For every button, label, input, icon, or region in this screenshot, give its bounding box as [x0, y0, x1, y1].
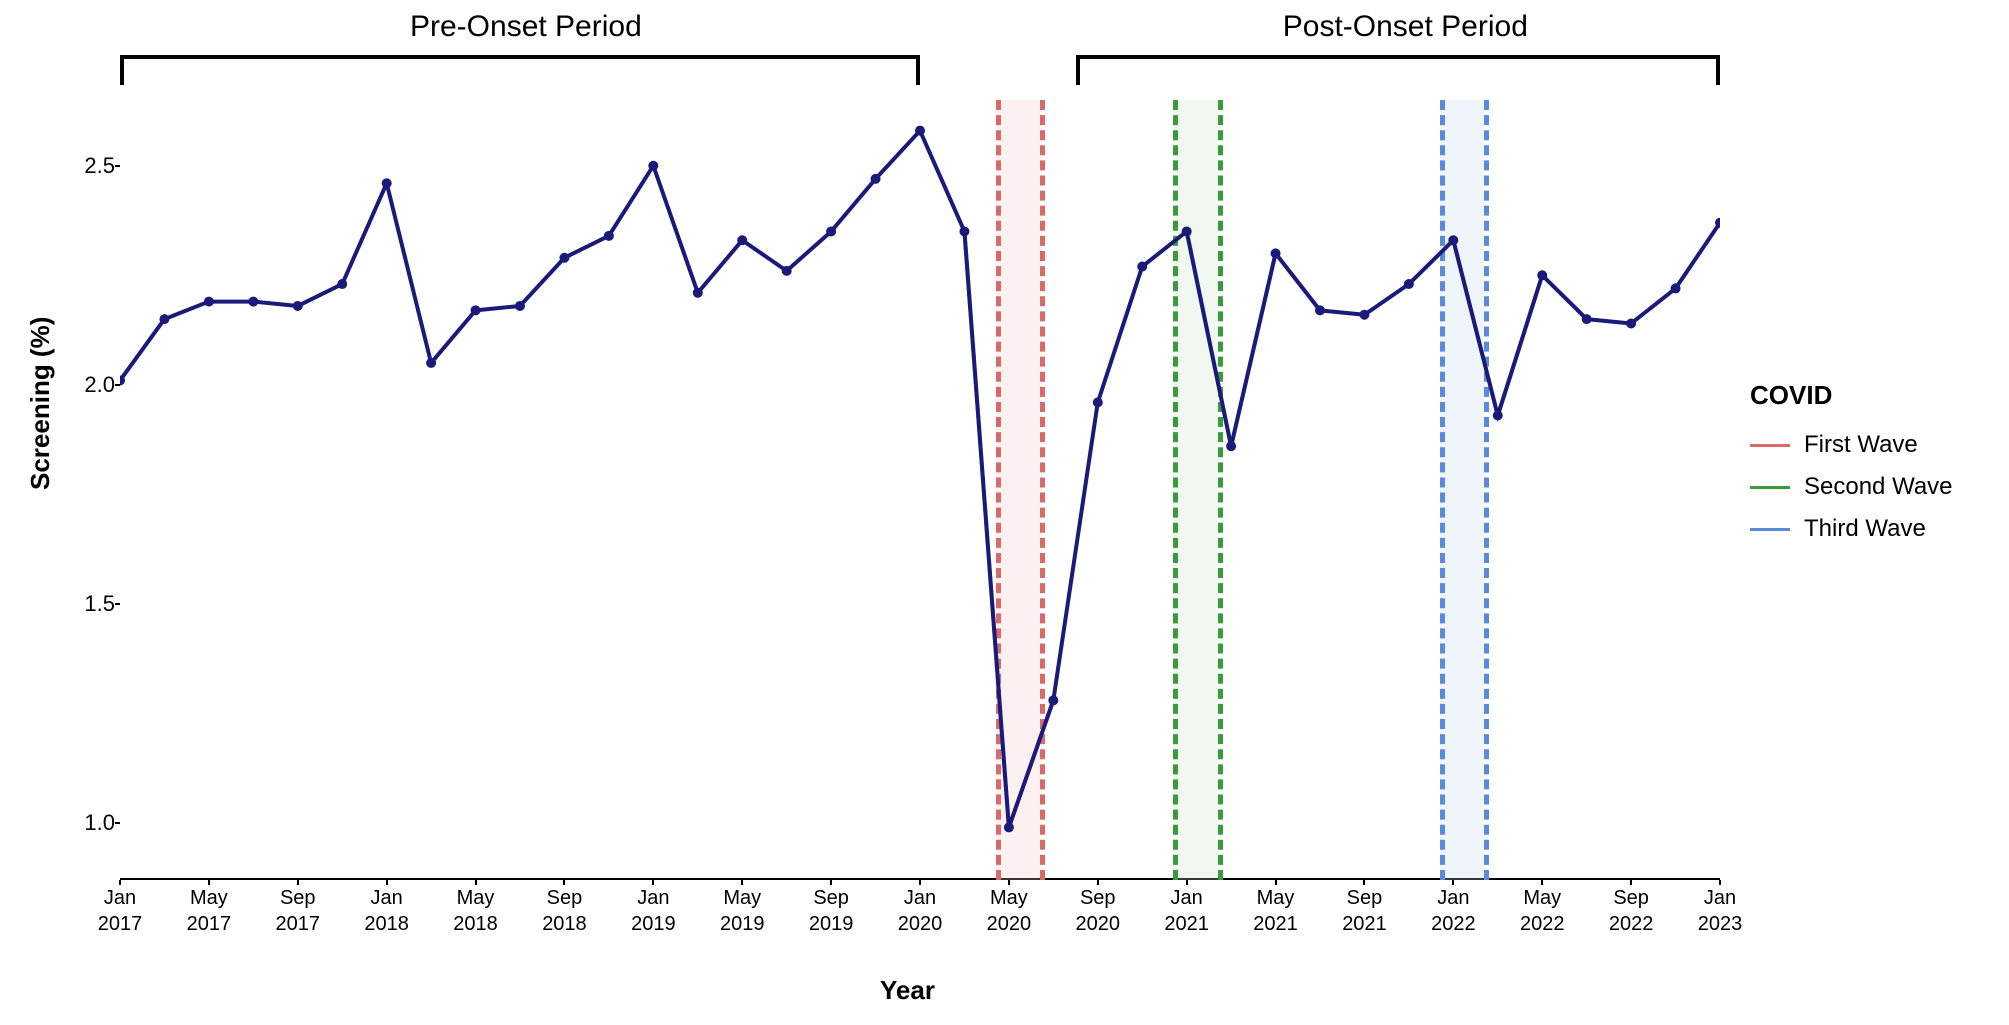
- y-tick-label: 2.5: [84, 153, 115, 179]
- legend-swatch: [1750, 444, 1790, 447]
- pre-onset-label: Pre-Onset Period: [410, 10, 642, 44]
- y-tick-label: 1.0: [84, 810, 115, 836]
- x-tick-label: Jan2022: [1431, 885, 1476, 937]
- wave-dash-line: [1484, 100, 1489, 880]
- legend-label: First Wave: [1804, 431, 1918, 459]
- legend-item: First Wave: [1750, 431, 1953, 459]
- x-tick-label: Sep2018: [542, 885, 587, 937]
- x-tick-label: May2021: [1253, 885, 1298, 937]
- x-tick-label: May2017: [187, 885, 232, 937]
- wave-band: [996, 100, 1040, 880]
- wave-dash-line: [1440, 100, 1445, 880]
- x-tick-label: Sep2021: [1342, 885, 1387, 937]
- x-tick-label: Sep2020: [1076, 885, 1121, 937]
- x-tick-label: May2019: [720, 885, 765, 937]
- legend-title: COVID: [1750, 380, 1953, 411]
- legend-items: First Wave Second Wave Third Wave: [1750, 431, 1953, 543]
- x-tick-label: Jan2018: [364, 885, 409, 937]
- x-tick-label: May2018: [453, 885, 498, 937]
- x-tick-label: Jan2023: [1698, 885, 1743, 937]
- x-axis-label: Year: [880, 975, 935, 1006]
- x-tick-label: Jan2019: [631, 885, 676, 937]
- legend: COVID First Wave Second Wave Third Wave: [1750, 380, 1953, 557]
- y-axis-label: Screening (%): [25, 317, 56, 490]
- wave-band: [1440, 100, 1484, 880]
- x-tick-label: May2020: [987, 885, 1032, 937]
- wave-dash-line: [996, 100, 1001, 880]
- pre-onset-bracket: [120, 55, 920, 85]
- wave-band: [1173, 100, 1217, 880]
- x-tick-label: Sep2022: [1609, 885, 1654, 937]
- y-tick-label: 2.0: [84, 372, 115, 398]
- x-tick-label: May2022: [1520, 885, 1565, 937]
- legend-item: Third Wave: [1750, 515, 1953, 543]
- chart-container: Screening (%) Year 1.0 1.5 2.0 2.5 Jan2017 M…: [0, 0, 2009, 1025]
- wave-dash-line: [1173, 100, 1178, 880]
- legend-item: Second Wave: [1750, 473, 1953, 501]
- x-tick-label: Sep2019: [809, 885, 854, 937]
- wave-dash-line: [1218, 100, 1223, 880]
- y-tick-label: 1.5: [84, 591, 115, 617]
- x-tick-label: Jan2020: [898, 885, 943, 937]
- legend-label: Third Wave: [1804, 515, 1926, 543]
- x-tick-label: Jan2017: [98, 885, 143, 937]
- legend-label: Second Wave: [1804, 473, 1953, 501]
- post-onset-label: Post-Onset Period: [1283, 10, 1528, 44]
- wave-dash-line: [1040, 100, 1045, 880]
- legend-swatch: [1750, 528, 1790, 531]
- legend-swatch: [1750, 486, 1790, 489]
- x-tick-label: Jan2021: [1164, 885, 1209, 937]
- post-onset-bracket: [1076, 55, 1720, 85]
- x-tick-label: Sep2017: [276, 885, 321, 937]
